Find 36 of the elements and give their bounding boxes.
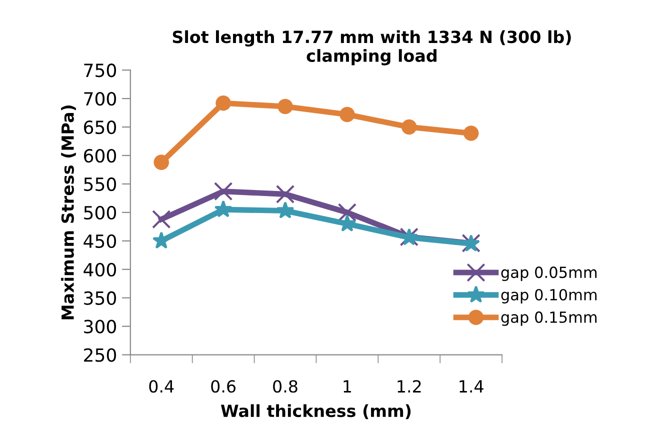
point — [214, 200, 232, 218]
x-tick-label: 0.4 — [149, 380, 174, 393]
y-tick-label: 450 — [84, 234, 116, 248]
y-axis-title: Maximum Stress (MPa) — [61, 106, 76, 320]
y-tick-label: 650 — [84, 120, 116, 134]
y-tick-label: 750 — [84, 64, 116, 78]
point — [338, 203, 357, 222]
x-tick-label: 1 — [344, 380, 351, 392]
chart-title: Slot length 17.77 mm with 1334 N (300 lb) clamping load — [172, 30, 571, 66]
x-tick-label: 1.2 — [398, 380, 421, 392]
point — [276, 184, 295, 204]
x-tick-label: 1.4 — [460, 380, 484, 392]
legend-label: gap 0.15mm — [501, 311, 597, 326]
y-tick-label: 250 — [84, 348, 116, 362]
point — [340, 106, 355, 122]
x-axis-title: Wall thickness (mm) — [220, 404, 411, 420]
legend-label: gap 0.10mm — [501, 288, 597, 304]
point — [154, 154, 170, 170]
point — [216, 95, 231, 111]
y-tick-label: 500 — [84, 206, 116, 220]
point — [463, 126, 479, 141]
y-tick-label: 700 — [84, 92, 116, 106]
point — [152, 232, 170, 249]
x-tick-label: 0.8 — [273, 380, 298, 393]
y-tick-label: 400 — [84, 262, 116, 276]
y-tick-label: 300 — [84, 320, 116, 334]
point — [214, 182, 233, 201]
y-tick-label: 350 — [84, 291, 116, 305]
point — [276, 201, 294, 219]
point — [401, 119, 417, 135]
point — [152, 210, 171, 229]
y-tick-label: 550 — [84, 177, 116, 192]
legend-label: gap 0.05mm — [501, 266, 597, 282]
x-tick-label: 0.6 — [211, 380, 236, 393]
y-tick-label: 600 — [84, 148, 116, 163]
point — [278, 98, 293, 114]
